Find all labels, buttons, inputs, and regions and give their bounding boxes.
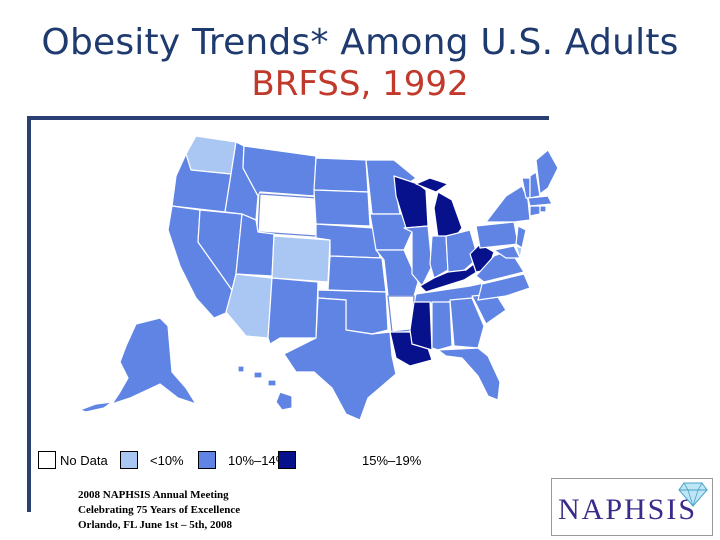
footer-line-1: 2008 NAPHSIS Annual Meeting <box>78 489 229 501</box>
logo-text: NAPHSIS <box>558 493 698 526</box>
state-south-dakota <box>313 189 371 227</box>
state-texas <box>283 297 397 421</box>
state-wyoming <box>257 193 319 237</box>
left-rule <box>27 116 31 512</box>
state-rhode-island <box>539 205 547 213</box>
state-hawaii-oahu <box>253 371 263 379</box>
state-ohio <box>445 229 479 275</box>
state-alabama <box>431 301 453 351</box>
state-iowa <box>369 213 413 251</box>
naphsis-logo: NAPHSIS <box>551 478 713 536</box>
state-florida <box>437 347 501 401</box>
state-hawaii-big <box>275 391 293 411</box>
title-line-2: BRFSS, 1992 <box>251 64 469 104</box>
footer-line-2: Celebrating 75 Years of Excellence <box>78 504 241 516</box>
state-maine <box>535 149 559 195</box>
state-washington <box>185 135 237 175</box>
legend-swatch-no-data <box>38 451 56 469</box>
state-hawaii-kauai <box>237 365 245 373</box>
state-hawaii-maui <box>267 379 277 387</box>
state-colorado <box>271 235 331 283</box>
footer-line-3: Orlando, FL June 1st – 5th, 2008 <box>78 519 233 531</box>
state-massachusetts <box>527 195 553 207</box>
diamond-icon <box>678 482 708 507</box>
legend-label-lt10: <10% <box>150 452 184 468</box>
legend-label-no-data: No Data <box>60 452 108 468</box>
legend-swatch-10to14 <box>198 451 216 469</box>
footer-text: 2008 NAPHSIS Annual Meeting Celebrating … <box>78 488 240 533</box>
state-alaska <box>111 317 197 405</box>
legend-item-no-data: No Data <box>38 448 108 472</box>
legend-item-lt10: <10% <box>120 448 184 472</box>
state-mississippi <box>409 301 433 351</box>
state-new-mexico <box>267 277 319 345</box>
state-connecticut <box>529 205 541 217</box>
legend-swatch-lt10 <box>120 451 138 469</box>
slide-title: Obesity Trends* Among U.S. Adults BRFSS,… <box>0 22 720 104</box>
state-indiana <box>429 235 449 279</box>
state-michigan-up <box>415 177 449 193</box>
title-rule <box>27 116 549 120</box>
state-north-dakota <box>313 157 369 193</box>
state-delaware <box>515 245 523 259</box>
legend-swatch-15to19 <box>278 451 296 469</box>
title-line-1: Obesity Trends* Among U.S. Adults <box>41 22 679 63</box>
state-georgia <box>449 297 485 349</box>
legend-item-15to19: 15%–19% <box>278 448 421 472</box>
state-new-york <box>485 185 531 223</box>
alaska-aleutians <box>79 401 113 413</box>
state-michigan <box>433 191 463 239</box>
state-kansas <box>327 255 387 293</box>
state-montana <box>242 145 317 197</box>
state-new-hampshire <box>529 171 541 199</box>
state-new-jersey <box>515 225 527 249</box>
state-pennsylvania <box>475 221 519 249</box>
state-north-carolina <box>477 273 531 301</box>
legend-label-15to19: 15%–19% <box>362 452 422 468</box>
legend-item-10to14: 10%–14% <box>198 448 287 472</box>
legend-label-10to14: 10%–14% <box>228 452 288 468</box>
